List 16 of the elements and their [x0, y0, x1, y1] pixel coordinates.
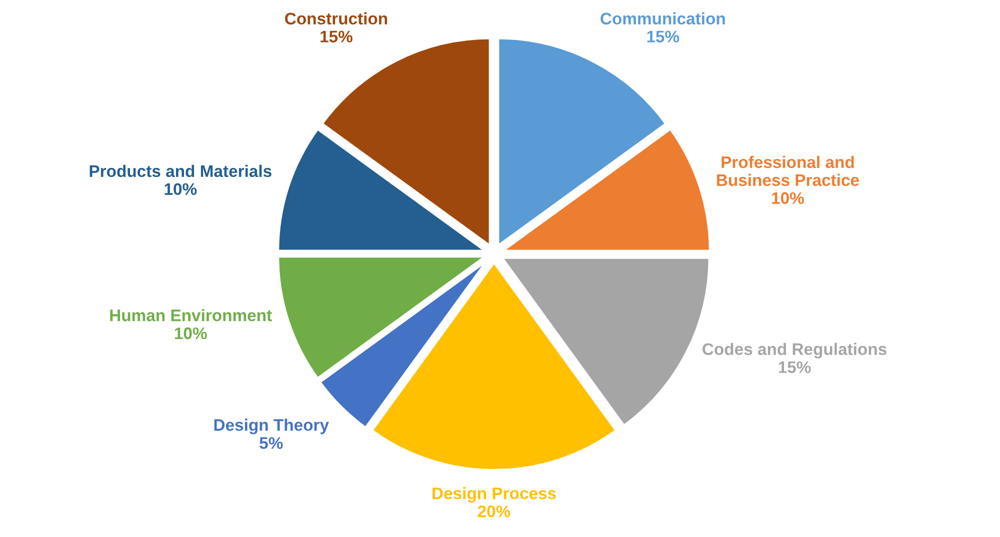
slice-label: Construction: [285, 12, 388, 25]
slice-label: Design Theory: [214, 418, 329, 434]
data-label: 15%: [320, 30, 352, 42]
data-label: 15%: [778, 361, 811, 374]
slice-label: Design Process: [432, 487, 556, 503]
slice-label: Human Environment: [110, 309, 272, 322]
data-label: 20%: [478, 505, 510, 518]
data-label: 10%: [174, 327, 207, 340]
slice-label: Professional and Business Practice: [717, 156, 859, 186]
data-label: 10%: [772, 192, 804, 204]
data-label: 10%: [164, 183, 197, 196]
data-label: 15%: [647, 30, 680, 42]
slice-label: Products and Materials: [90, 164, 272, 178]
data-label: 5%: [260, 437, 283, 449]
slice-label: Codes and Regulations: [702, 342, 886, 358]
slice-label: Communication: [600, 12, 725, 25]
